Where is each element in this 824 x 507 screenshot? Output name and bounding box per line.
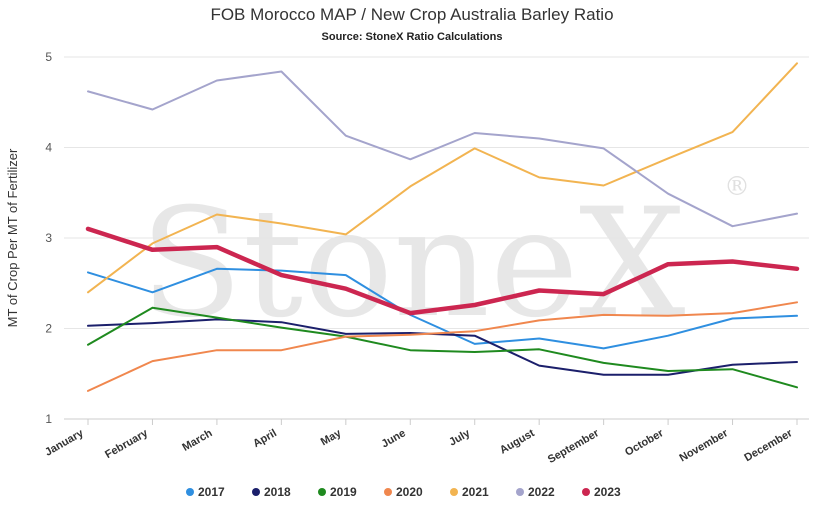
x-tick-label: July [447, 427, 473, 449]
legend-marker-2018 [252, 488, 260, 496]
legend-marker-2017 [186, 488, 194, 496]
legend-marker-2020 [384, 488, 392, 496]
legend-label-2022: 2022 [528, 485, 555, 499]
x-tick-label: December [742, 427, 795, 464]
x-tick-label: April [251, 427, 279, 450]
x-tick-label: September [546, 427, 602, 466]
legend-marker-2019 [318, 488, 326, 496]
series-line-2020 [87, 301, 798, 392]
legend-marker-2021 [450, 488, 458, 496]
x-tick-label: August [498, 427, 537, 457]
x-tick-label: June [380, 427, 408, 450]
y-tick-label: 2 [45, 322, 52, 336]
x-tick-label: January [43, 427, 86, 459]
legend-marker-2023 [582, 488, 590, 496]
series-line-2018 [87, 318, 798, 376]
watermark-registered-mark: ® [724, 172, 750, 202]
x-tick-label: November [677, 427, 730, 465]
series-line-2019 [87, 306, 798, 389]
x-tick-label: February [103, 427, 151, 461]
legend-label-2018: 2018 [264, 485, 291, 499]
x-tick-label: October [623, 427, 666, 459]
legend: 2017 2018 2019 2020 2021 2022 2023 [186, 485, 621, 499]
legend-label-2021: 2021 [462, 485, 489, 499]
y-axis-label: MT of Crop Per MT of Fertilizer [5, 148, 20, 327]
grid [64, 56, 809, 420]
y-tick-label: 4 [45, 141, 52, 155]
legend-label-2017: 2017 [198, 485, 225, 499]
y-axis-ticks: 1 2 3 4 5 [45, 50, 52, 426]
stonex-watermark: StoneX ® [140, 172, 750, 351]
y-tick-label: 1 [45, 412, 52, 426]
series-line-2017 [87, 267, 798, 350]
legend-marker-2022 [516, 488, 524, 496]
series-lines [85, 62, 800, 392]
series-line-2022 [87, 70, 798, 228]
chart-subtitle: Source: StoneX Ratio Calculations [322, 31, 503, 43]
y-tick-label: 5 [45, 50, 52, 64]
legend-label-2019: 2019 [330, 485, 357, 499]
series-line-2021 [87, 62, 798, 294]
x-tick-label: March [180, 427, 214, 454]
series-line-2023 [85, 226, 800, 316]
legend-label-2020: 2020 [396, 485, 423, 499]
watermark-text: StoneX [140, 177, 686, 351]
x-axis-ticks: January February March April May June July Augu… [43, 419, 798, 466]
x-tick-label: May [319, 427, 344, 449]
y-tick-label: 3 [45, 231, 52, 245]
legend-label-2023: 2023 [594, 485, 621, 499]
chart-title: FOB Morocco MAP / New Crop Australia Bar… [210, 5, 613, 24]
